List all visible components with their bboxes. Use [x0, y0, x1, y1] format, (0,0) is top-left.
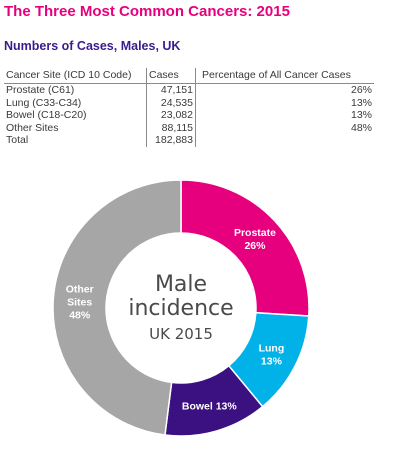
donut-slices — [52, 179, 310, 437]
slice-label-other-sites: Other Sites 48% — [66, 284, 94, 322]
center-text-line-2: incidence — [128, 296, 233, 321]
donut-slice-labels: Prostate 26% Lung 13% Bowel 13% Other Sites 48% — [66, 227, 285, 412]
table-header-row: Cancer Site (ICD 10 Code) Cases Percenta… — [4, 68, 374, 84]
table-cell-percentage: 13% — [350, 96, 372, 109]
slice-label-line: 13% — [261, 356, 283, 368]
column-header-percentage: Percentage of All Cancer Cases — [195, 68, 374, 84]
page-subtitle: Numbers of Cases, Males, UK — [4, 39, 181, 53]
slice-label-line: Lung — [259, 343, 285, 355]
slice-label-line: Sites — [67, 297, 92, 309]
table-cell-cases: 24,535 — [146, 96, 196, 109]
slice-label-bowel: Bowel 13% — [182, 400, 238, 412]
slice-label-line: 26% — [244, 240, 266, 252]
table-cell-cases: 47,151 — [146, 83, 196, 97]
donut-slice-other-sites — [52, 179, 182, 436]
page-title: The Three Most Common Cancers: 2015 — [4, 3, 290, 20]
column-header-cases: Cases — [146, 68, 196, 84]
table-cell-percentage: 13% — [350, 109, 372, 121]
donut-center-text: Male incidence UK 2015 — [128, 272, 233, 343]
center-text-line-3: UK 2015 — [149, 325, 213, 343]
slice-label-line: 48% — [69, 310, 91, 322]
column-header-site: Cancer Site (ICD 10 Code) — [4, 68, 147, 84]
slice-label-line: Other — [66, 284, 94, 296]
center-text-line-1: Male — [155, 272, 207, 297]
table-cell-cases: 23,082 — [146, 109, 196, 122]
table-cell-site: Total — [4, 134, 147, 147]
table-row: Bowel (C18-C20) 23,082 13% — [4, 109, 374, 122]
slice-label-prostate: Prostate 26% — [234, 227, 276, 252]
table-cell-cases: 182,883 — [146, 134, 196, 147]
table-row: Other Sites 88,115 48% — [4, 121, 374, 134]
table-row-total: Total 182,883 — [4, 134, 374, 147]
slice-label-line: Prostate — [234, 227, 276, 239]
slice-label-line: Bowel 13% — [182, 400, 238, 412]
table-cell-cases: 88,115 — [146, 121, 196, 134]
table-cell-site: Other Sites — [4, 121, 147, 134]
donut-slice-prostate — [180, 179, 310, 317]
table-cell-percentage: 48% — [350, 121, 372, 134]
slice-label-lung: Lung 13% — [259, 343, 285, 368]
table-cell-percentage: 26% — [350, 84, 372, 96]
table-cell-site: Bowel (C18-C20) — [4, 109, 147, 122]
table-cell-site: Lung (C33-C34) — [4, 96, 147, 109]
table-row: Prostate (C61) 47,151 26% — [4, 83, 374, 97]
table-cell-site: Prostate (C61) — [4, 83, 147, 97]
table-row: Lung (C33-C34) 24,535 13% — [4, 96, 374, 109]
cancer-cases-table: Cancer Site (ICD 10 Code) Cases Percenta… — [4, 68, 374, 147]
